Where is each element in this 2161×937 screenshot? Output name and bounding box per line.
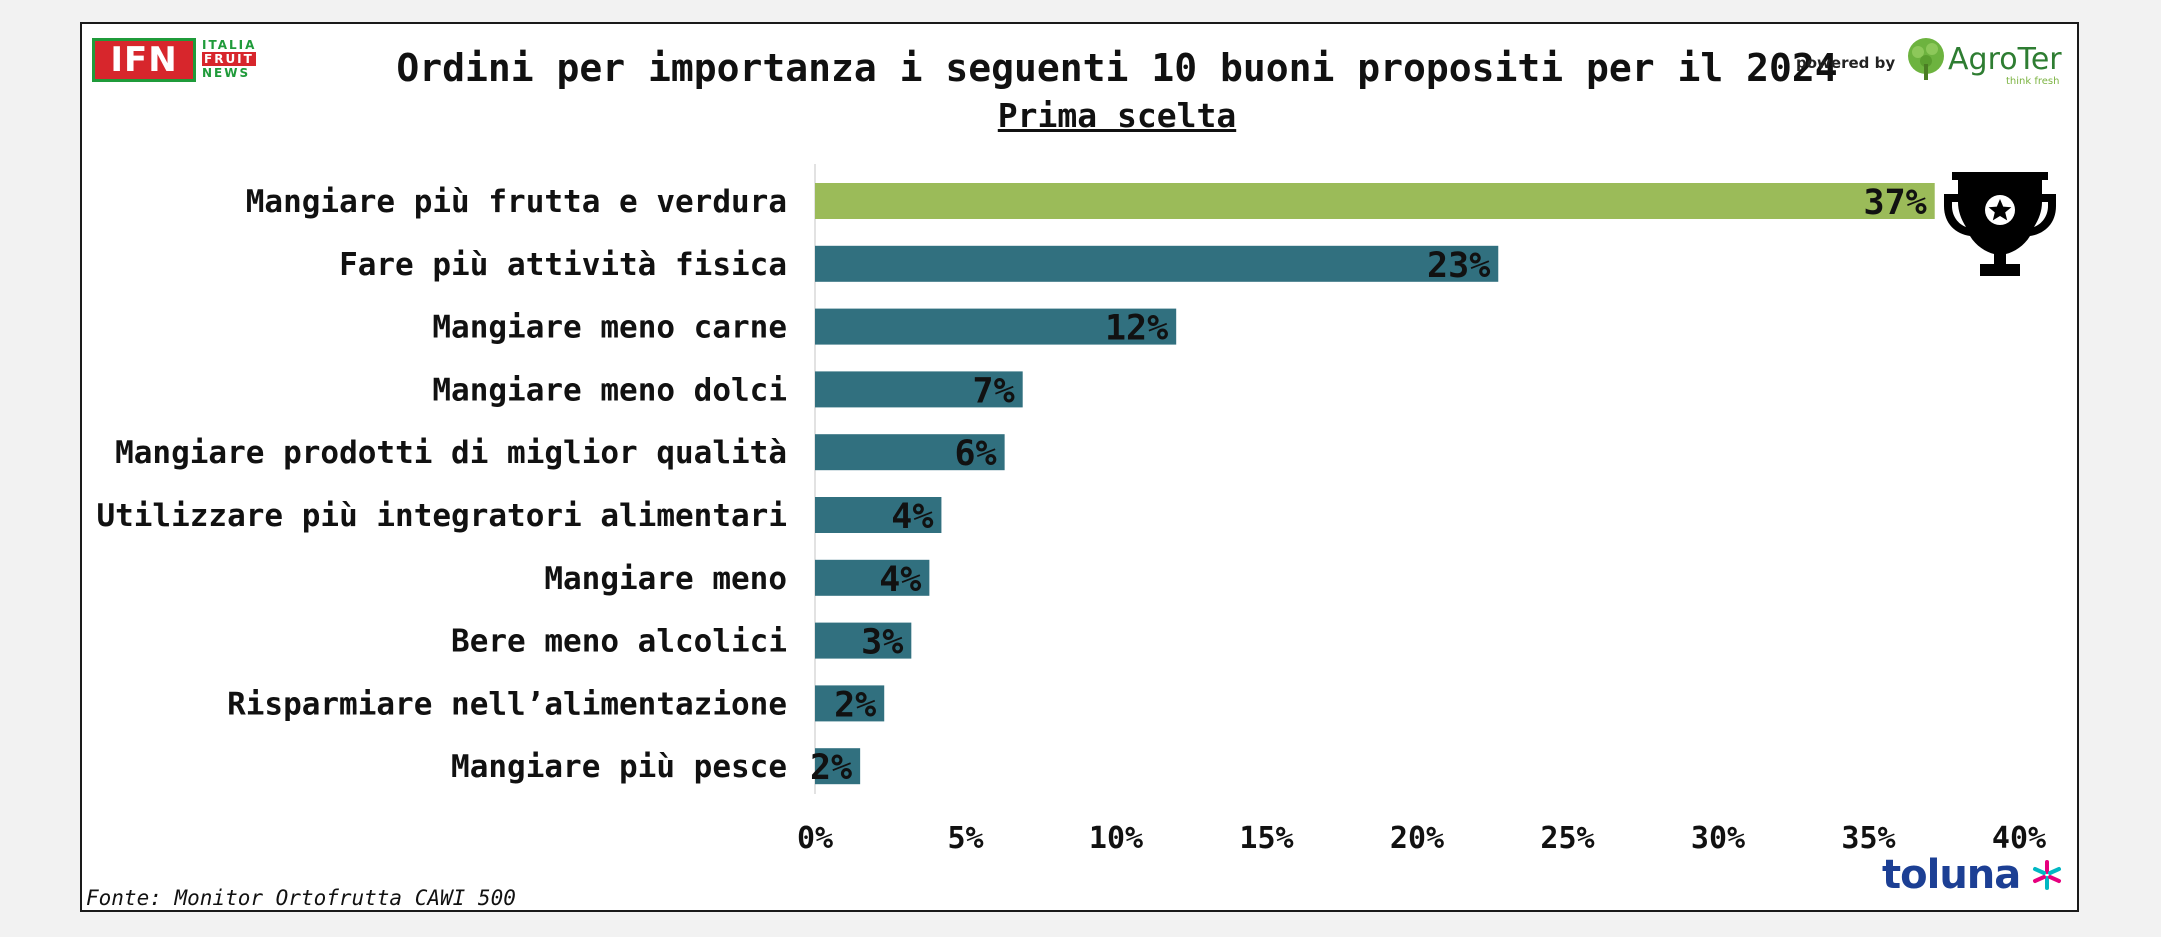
data-label: 12% (1105, 309, 1168, 349)
x-tick-label: 25% (1540, 821, 1594, 856)
bar (815, 434, 1005, 471)
data-label: 4% (891, 497, 933, 537)
chart-title: Ordini per importanza i seguenti 10 buon… (396, 46, 1838, 90)
category-label: Mangiare meno dolci (432, 372, 787, 408)
x-tick-label: 5% (947, 821, 983, 856)
bar (815, 308, 1177, 345)
toluna-logo: toluna (1882, 852, 2021, 898)
category-label: Mangiare meno (544, 561, 787, 597)
powered-by-label: powered by (1796, 54, 1896, 72)
bar (815, 685, 885, 722)
category-label: Mangiare più frutta e verdura (246, 184, 787, 220)
agroter-tree-icon (1908, 38, 1944, 80)
source-note: Fonte: Monitor Ortofrutta CAWI 500 (86, 886, 516, 910)
data-label: 6% (954, 434, 996, 474)
agroter-wordmark: AgroTer (1948, 42, 2062, 77)
data-label: 3% (861, 623, 903, 663)
ifn-logo-fruit: FRUIT (202, 52, 257, 66)
data-label: 7% (973, 371, 1015, 411)
category-label: Mangiare meno carne (432, 310, 787, 346)
category-label: Mangiare più pesce (451, 749, 787, 785)
x-tick-label: 40% (1992, 821, 2046, 856)
chart-subtitle: Prima scelta (997, 96, 1237, 135)
category-label: Fare più attività fisica (339, 247, 787, 283)
bar (815, 245, 1499, 282)
toluna-star-icon (2033, 860, 2061, 890)
bar (815, 497, 942, 533)
chart-frame: IFN ITALIA FRUIT NEWS Ordini per importa… (80, 22, 2079, 912)
ifn-logo-news: NEWS (202, 66, 251, 80)
x-tick-label: 15% (1239, 821, 1293, 856)
category-label: Utilizzare più integratori alimentari (96, 498, 787, 534)
x-tick-label: 20% (1390, 821, 1444, 856)
category-label: Mangiare prodotti di miglior qualità (115, 435, 787, 471)
category-label: Bere meno alcolici (451, 624, 787, 660)
x-tick-label: 35% (1841, 821, 1895, 856)
x-tick-label: 0% (797, 821, 833, 856)
data-label: 23% (1427, 246, 1490, 286)
ifn-logo-italia: ITALIA (202, 38, 257, 52)
bar (815, 183, 1935, 219)
trophy-icon (1944, 172, 2056, 276)
agroter-logo: AgroTer think fresh (1904, 36, 2064, 96)
data-label: 2% (810, 748, 852, 788)
bar-chart: Mangiare più frutta e verdura 37% Fare più… (96, 164, 2046, 856)
bar (815, 559, 930, 596)
ifn-logo-mark: IFN (92, 38, 196, 82)
bar (815, 748, 861, 785)
bar (815, 622, 912, 659)
ifn-logo: IFN ITALIA FRUIT NEWS (92, 38, 267, 86)
data-label: 4% (879, 560, 921, 600)
category-label: Risparmiare nell’alimentazione (227, 686, 787, 722)
data-label: 37% (1864, 183, 1927, 223)
x-tick-label: 30% (1691, 821, 1745, 856)
agroter-tagline: think fresh (2006, 76, 2060, 87)
x-tick-label: 10% (1089, 821, 1143, 856)
bar (815, 371, 1023, 408)
data-label: 2% (834, 685, 876, 725)
ifn-logo-text: ITALIA FRUIT NEWS (202, 38, 257, 80)
